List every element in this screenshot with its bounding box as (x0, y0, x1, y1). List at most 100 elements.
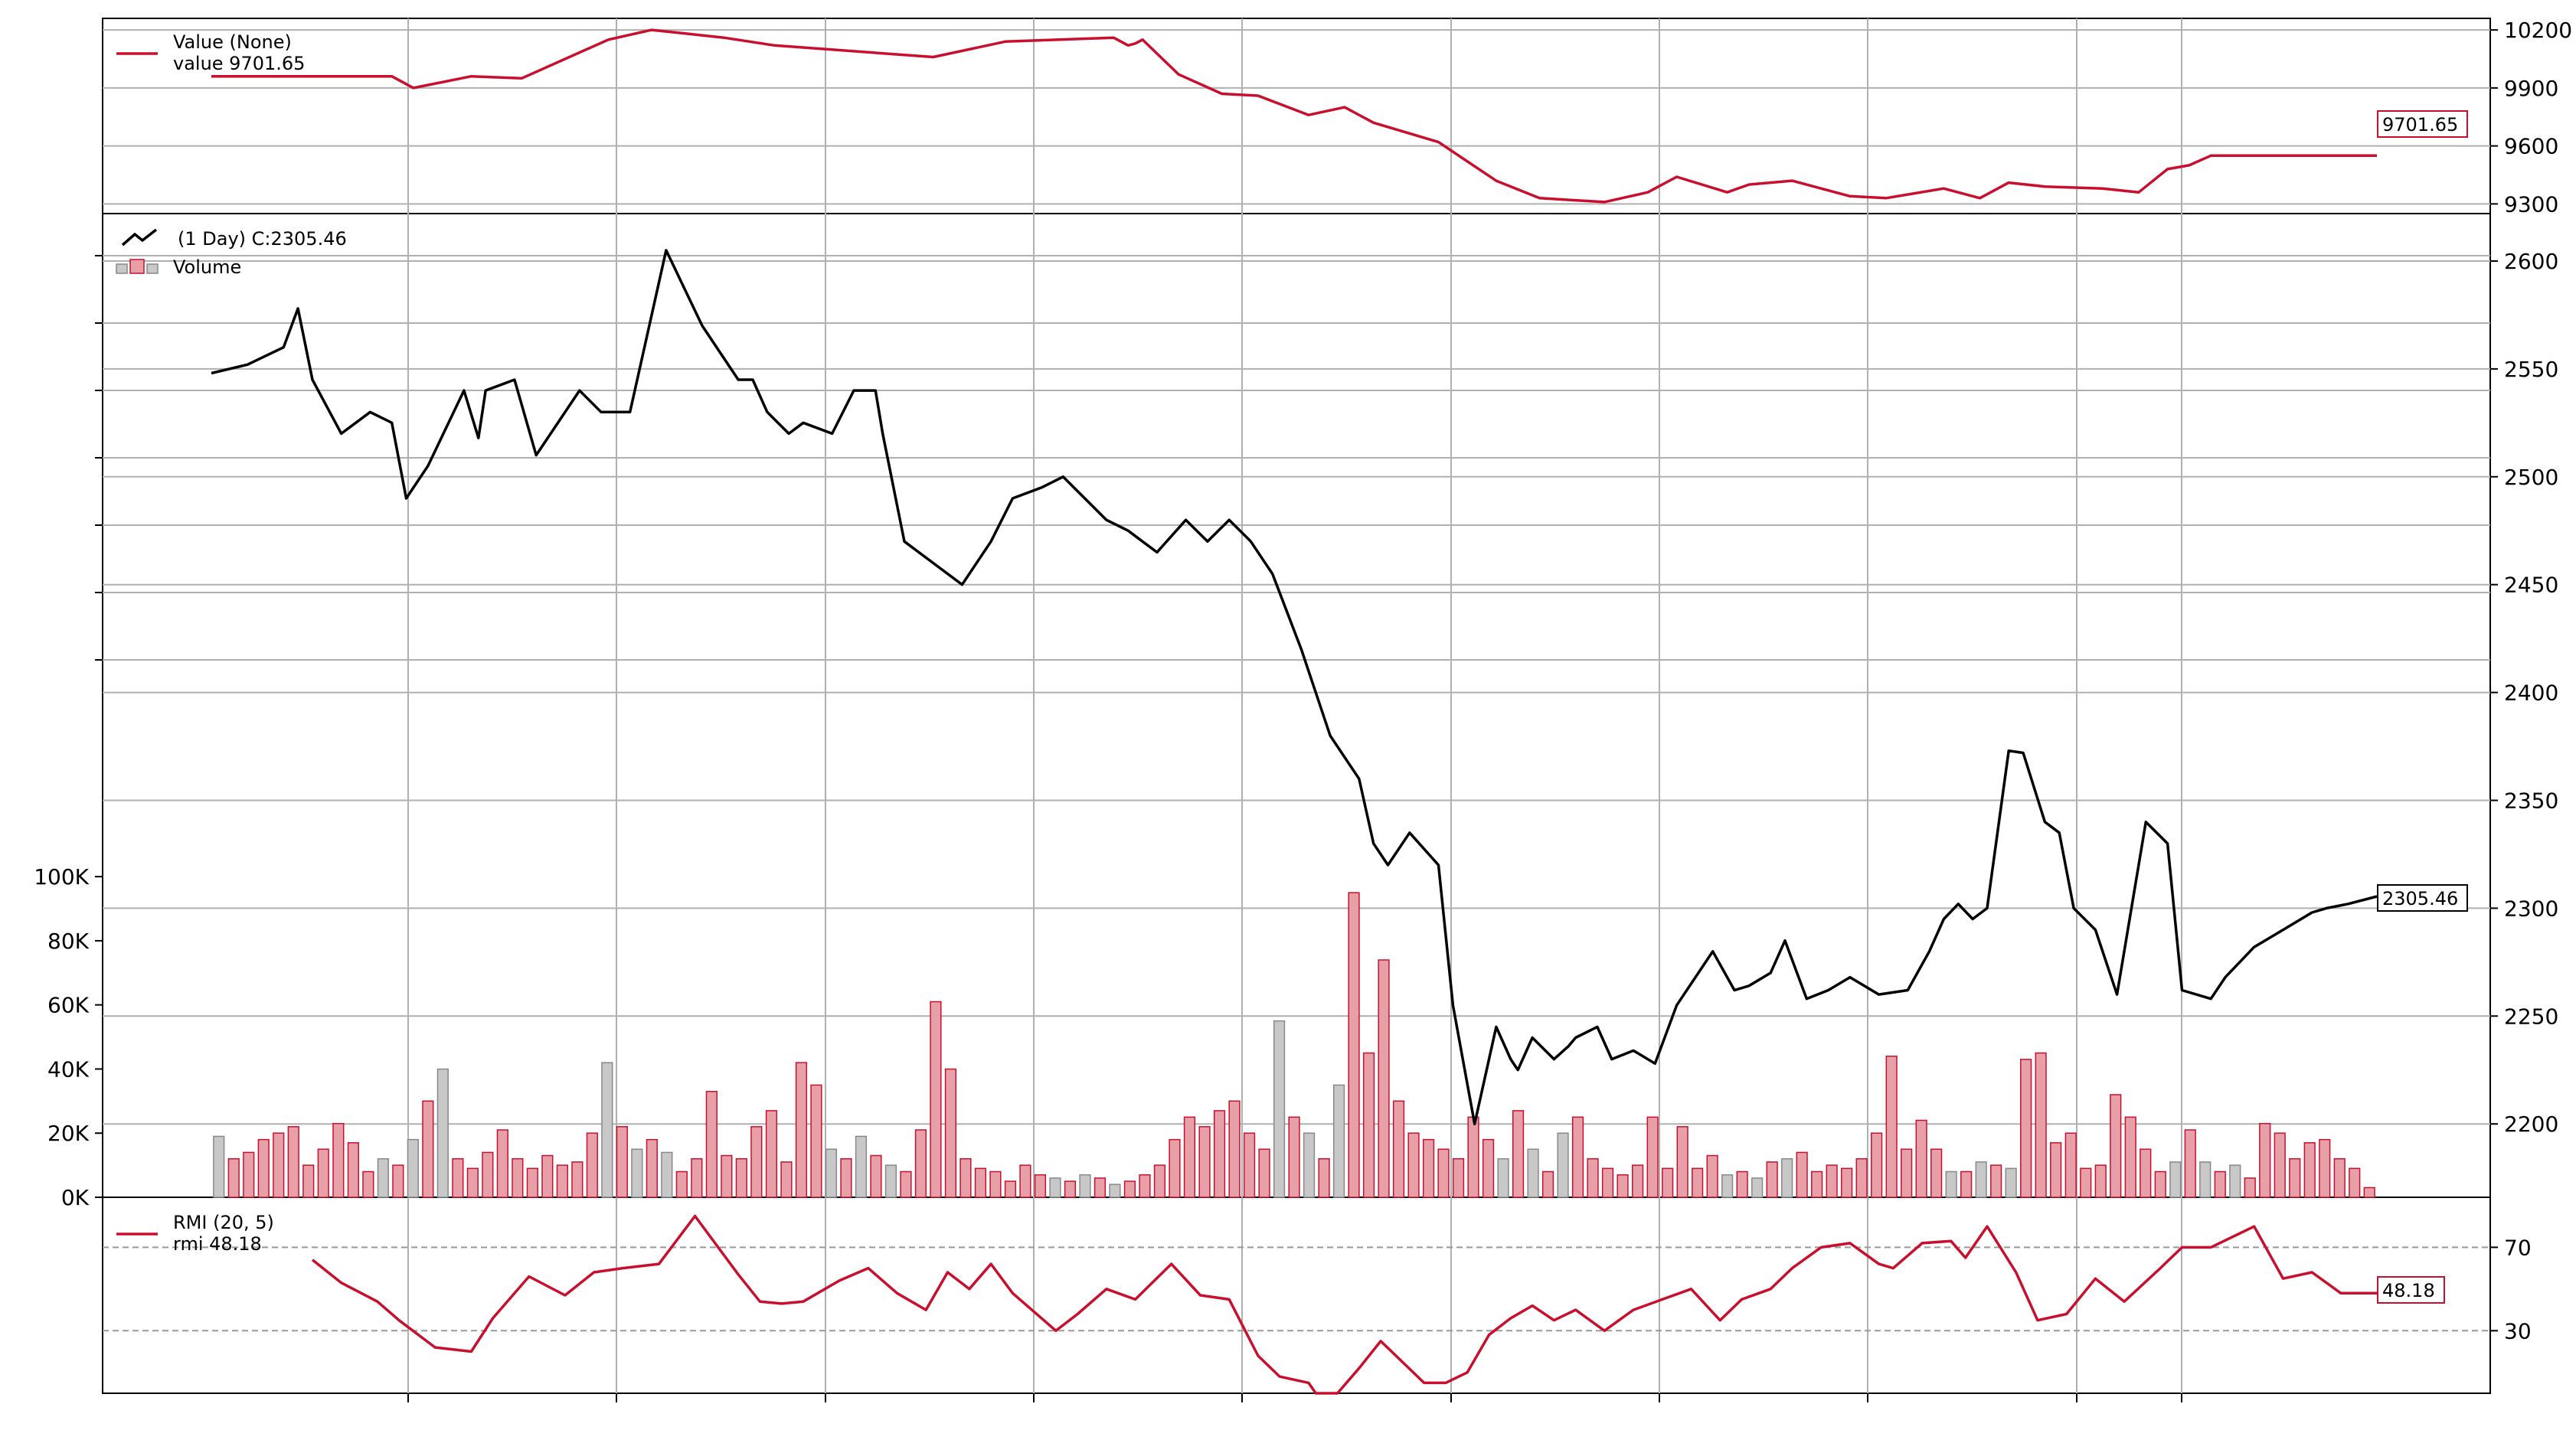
price-y-tick-label: 2350 (2504, 788, 2558, 813)
value-y-tick-label: 9300 (2504, 191, 2558, 217)
rmi-last-tag: 48.18 (2382, 1280, 2435, 1301)
volume-bar (1243, 1132, 1256, 1198)
volume-y-tick-label: 20K (47, 1121, 90, 1146)
volume-bar (959, 1157, 972, 1198)
volume-bar (526, 1167, 538, 1198)
volume-bar (1632, 1164, 1644, 1198)
volume-bar (2259, 1122, 2271, 1198)
volume-bar (810, 1084, 822, 1198)
volume-bar (884, 1164, 897, 1198)
legend-swatch (121, 228, 158, 246)
volume-bar (1422, 1138, 1435, 1198)
volume-bar (1885, 1055, 1898, 1198)
legend-swatch (146, 263, 159, 274)
volume-bar (1571, 1116, 1584, 1198)
volume-bar (1123, 1180, 1136, 1198)
legend-swatch (116, 263, 128, 274)
value-y-tick-label: 10200 (2504, 18, 2572, 43)
volume-bar (989, 1170, 1002, 1198)
volume-bar (512, 1157, 524, 1198)
volume-bar (347, 1142, 359, 1198)
volume-bar (2349, 1167, 2361, 1198)
volume-bar (855, 1135, 868, 1198)
legend-label: Value (None) (173, 31, 292, 53)
volume-bar (1692, 1167, 1704, 1198)
volume-bar (1990, 1164, 2002, 1198)
volume-bar (1213, 1110, 1226, 1198)
price-y-tick-label: 2250 (2504, 1004, 2558, 1029)
rmi-y-tick-label: 70 (2504, 1235, 2532, 1260)
volume-bar (1676, 1126, 1688, 1198)
volume-bar (1541, 1170, 1554, 1198)
volume-bar (541, 1154, 554, 1198)
volume-bar (1930, 1148, 1943, 1198)
volume-bar (302, 1164, 315, 1198)
volume-bar (1139, 1174, 1151, 1198)
volume-bar (1348, 892, 1360, 1198)
legend-label: (1 Day) C:2305.46 (178, 228, 347, 250)
volume-bar (273, 1132, 285, 1198)
volume-bar (2274, 1132, 2286, 1198)
volume-bar (721, 1154, 733, 1198)
volume-bar (825, 1148, 838, 1198)
volume-bar (1736, 1170, 1748, 1198)
volume-bar (1064, 1180, 1077, 1198)
volume-bar (332, 1122, 345, 1198)
volume-bar (1915, 1119, 1927, 1198)
volume-bar (1378, 959, 1390, 1198)
volume-bar (1975, 1161, 1987, 1198)
volume-bar (1482, 1138, 1495, 1198)
legend-label: RMI (20, 5) (173, 1212, 274, 1233)
value-last-tag: 9701.65 (2382, 114, 2458, 135)
volume-bar (1826, 1164, 1838, 1198)
volume-bar (1512, 1110, 1525, 1198)
volume-bar (257, 1138, 270, 1198)
volume-bar (1557, 1132, 1569, 1198)
volume-bar (1617, 1174, 1629, 1198)
volume-bar (1452, 1157, 1465, 1198)
volume-bar (1871, 1132, 1883, 1198)
volume-bar (1079, 1174, 1091, 1198)
volume-bars (213, 892, 2375, 1198)
price-y-tick-label: 2600 (2504, 249, 2558, 274)
price-y-tick-label: 2300 (2504, 896, 2558, 921)
volume-bar (436, 1068, 449, 1198)
series-lines (211, 28, 2378, 1395)
volume-bar (840, 1157, 852, 1198)
volume-bar (1273, 1020, 1286, 1198)
legend-swatch (129, 259, 145, 274)
volume-bar (1497, 1157, 1509, 1198)
volume-bar (1407, 1132, 1420, 1198)
volume-bar (1855, 1157, 1868, 1198)
volume-bar (1288, 1116, 1300, 1198)
price-y-tick-label: 2400 (2504, 681, 2558, 706)
volume-bar (1811, 1170, 1823, 1198)
volume-bar (1258, 1148, 1270, 1198)
rmi-y-tick-label: 30 (2504, 1318, 2532, 1343)
volume-bar (616, 1126, 628, 1198)
volume-bar (1781, 1157, 1793, 1198)
volume-bar (705, 1091, 718, 1198)
volume-bar (780, 1161, 793, 1198)
volume-bar (1049, 1177, 1061, 1198)
volume-bar (317, 1148, 329, 1198)
volume-bar (1721, 1174, 1734, 1198)
last-value-tags: 9701.65 2305.46 48.18 (2377, 110, 2468, 1304)
volume-bar (1093, 1177, 1107, 1198)
volume-bar (1662, 1167, 1674, 1198)
volume-bar (601, 1062, 613, 1198)
volume-bar (377, 1157, 389, 1198)
volume-bar (1198, 1126, 1211, 1198)
volume-bar (2110, 1094, 2122, 1198)
volume-bar (900, 1170, 912, 1198)
volume-bar (2169, 1161, 2182, 1198)
volume-bar (2363, 1187, 2375, 1198)
volume-bar (2303, 1142, 2316, 1198)
volume-bar (1169, 1138, 1181, 1198)
price-series-line (211, 249, 2378, 1125)
volume-bar (2333, 1157, 2346, 1198)
volume-bar (750, 1126, 763, 1198)
volume-bar (2094, 1164, 2107, 1198)
value-series-line (211, 28, 2377, 204)
